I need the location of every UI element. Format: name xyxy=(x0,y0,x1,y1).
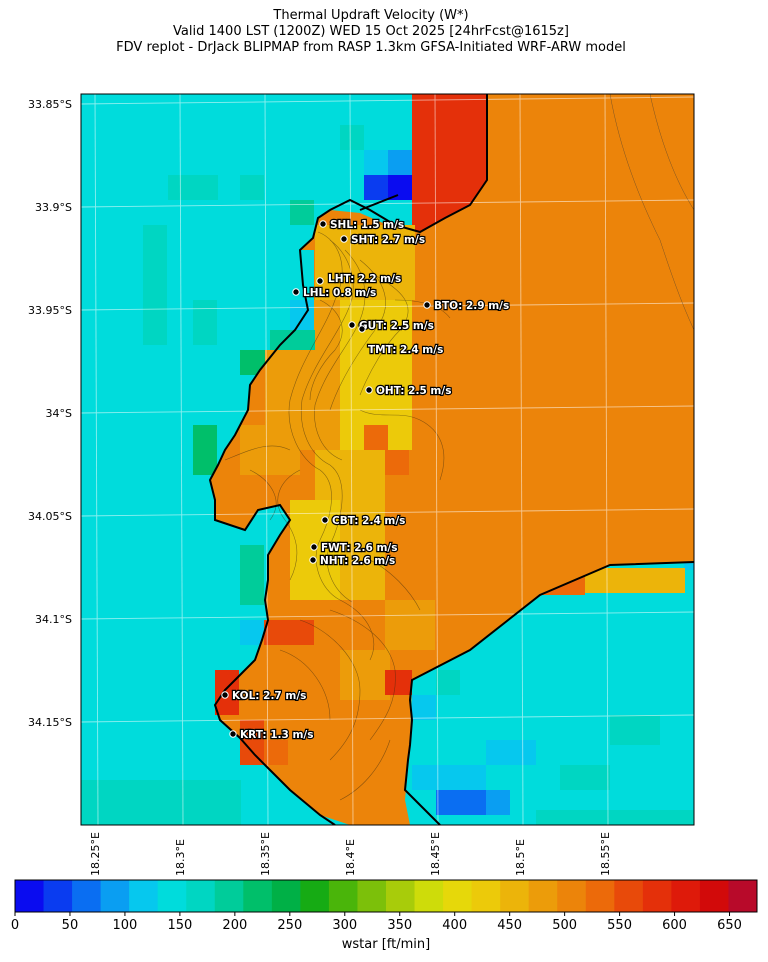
colorbar-segment xyxy=(414,880,444,912)
graticule xyxy=(81,94,694,825)
colorbar-segment xyxy=(614,880,644,912)
colorbar-segment xyxy=(157,880,187,912)
lon-label-3: 18.35°E xyxy=(259,832,272,876)
colorbar-segment xyxy=(471,880,501,912)
colorbar-title: wstar [ft/min] xyxy=(341,937,431,952)
lon-label-1: 18.25°E xyxy=(89,832,102,876)
map-frame xyxy=(80,93,695,826)
station-marker-sht xyxy=(340,235,348,243)
lat-label-3: 33.95°S xyxy=(28,304,72,317)
colorbar-segment xyxy=(328,880,358,912)
lat-label-6: 34.1°S xyxy=(35,613,72,626)
colorbar-segment xyxy=(557,880,587,912)
colorbar-tick-label: 600 xyxy=(662,918,687,933)
colorbar-tick-label: 300 xyxy=(332,918,358,933)
colorbar-segment xyxy=(585,880,615,912)
station-marker-lhl xyxy=(292,288,300,296)
title-line-3: FDV replot - DrJack BLIPMAP from RASP 1.… xyxy=(116,40,626,55)
station-label-lhl: LHL: 0.8 m/s xyxy=(303,287,376,299)
coastline xyxy=(208,94,694,825)
station-label-tmt: TMT: 2.4 m/s xyxy=(368,344,443,356)
colorbar-tick-label: 400 xyxy=(442,918,468,933)
station-marker-krt xyxy=(229,730,237,738)
colorbar-segment xyxy=(72,880,102,912)
colorbar-segment xyxy=(100,880,130,912)
station-label-sht: SHT: 2.7 m/s xyxy=(351,234,425,246)
station-marker-tmt xyxy=(358,325,366,333)
colorbar-tick-label: 500 xyxy=(552,918,578,933)
lat-label-4: 34°S xyxy=(45,407,72,420)
station-marker-shl xyxy=(319,220,327,228)
colorbar-tick-label: 0 xyxy=(10,918,20,933)
station-marker-kol xyxy=(221,691,229,699)
lon-label-7: 18.55°E xyxy=(599,832,612,876)
lon-label-4: 18.4°E xyxy=(344,839,357,876)
lon-label-6: 18.5°E xyxy=(514,839,527,876)
title-line-1: Thermal Updraft Velocity (W*) xyxy=(273,8,469,23)
colorbar-frame xyxy=(14,879,758,913)
colorbar-segment xyxy=(528,880,558,912)
station-marker-gut xyxy=(348,321,356,329)
colorbar-segment xyxy=(642,880,672,912)
station-label-bto: BTO: 2.9 m/s xyxy=(434,300,509,312)
colorbar-tick-label: 150 xyxy=(167,918,193,933)
colorbar-tick-label: 450 xyxy=(497,918,523,933)
station-label-gut: GUT: 2.5 m/s xyxy=(359,320,434,332)
station-marker-oht xyxy=(365,386,373,394)
colorbar-tick-label: 50 xyxy=(61,918,79,933)
lat-label-1: 33.85°S xyxy=(28,98,72,111)
station-label-fwt: FWT: 2.6 m/s xyxy=(321,542,397,554)
map-title: Thermal Updraft Velocity (W*) Valid 1400… xyxy=(0,8,742,56)
station-marker-bto xyxy=(423,301,431,309)
station-marker-lht xyxy=(316,277,324,285)
admin-lines xyxy=(609,94,694,331)
colorbar-segment xyxy=(129,880,159,912)
colorbar-tick-label: 550 xyxy=(607,918,632,933)
colorbar-segment xyxy=(671,880,701,912)
colorbar-tick-label: 250 xyxy=(277,918,303,933)
station-label-lht: LHT: 2.2 m/s xyxy=(328,273,401,285)
colorbar-segment xyxy=(243,880,273,912)
lon-label-5: 18.45°E xyxy=(429,832,442,876)
colorbar-segment xyxy=(357,880,387,912)
colorbar-segment xyxy=(214,880,244,912)
colorbar-tick-label: 650 xyxy=(717,918,742,933)
colorbar-segment xyxy=(43,880,73,912)
station-label-cbt: CBT: 2.4 m/s xyxy=(332,515,405,527)
colorbar-segment xyxy=(728,880,758,912)
station-label-krt: KRT: 1.3 m/s xyxy=(240,729,313,741)
station-marker-nht xyxy=(309,556,317,564)
station-label-nht: NHT: 2.6 m/s xyxy=(320,555,395,567)
colorbar-tick-label: 100 xyxy=(112,918,138,933)
colorbar-segment xyxy=(300,880,330,912)
colorbar xyxy=(14,879,758,916)
lat-label-7: 34.15°S xyxy=(28,716,72,729)
colorbar-segment xyxy=(271,880,301,912)
station-layer: SHL: 1.5 m/s SHT: 2.7 m/s LHT: 2.2 m/s LHL:… xyxy=(221,218,510,742)
lat-label-2: 33.9°S xyxy=(35,201,72,214)
station-marker-cbt xyxy=(321,516,329,524)
lat-label-5: 34.05°S xyxy=(28,510,72,523)
colorbar-segment xyxy=(500,880,530,912)
colorbar-tick-label: 200 xyxy=(222,918,248,933)
colorbar-segment xyxy=(386,880,416,912)
station-marker-fwt xyxy=(310,543,318,551)
colorbar-segment xyxy=(699,880,729,912)
colorbar-segment xyxy=(443,880,473,912)
station-label-shl: SHL: 1.5 m/s xyxy=(330,219,404,231)
title-line-2: Valid 1400 LST (1200Z) WED 15 Oct 2025 [… xyxy=(173,24,569,39)
station-label-oht: OHT: 2.5 m/s xyxy=(376,385,451,397)
station-label-kol: KOL: 2.7 m/s xyxy=(232,690,306,702)
colorbar-segment xyxy=(186,880,216,912)
colorbar-segment xyxy=(15,880,45,912)
colorbar-tick-label: 350 xyxy=(387,918,413,933)
lon-label-2: 18.3°E xyxy=(174,839,187,876)
